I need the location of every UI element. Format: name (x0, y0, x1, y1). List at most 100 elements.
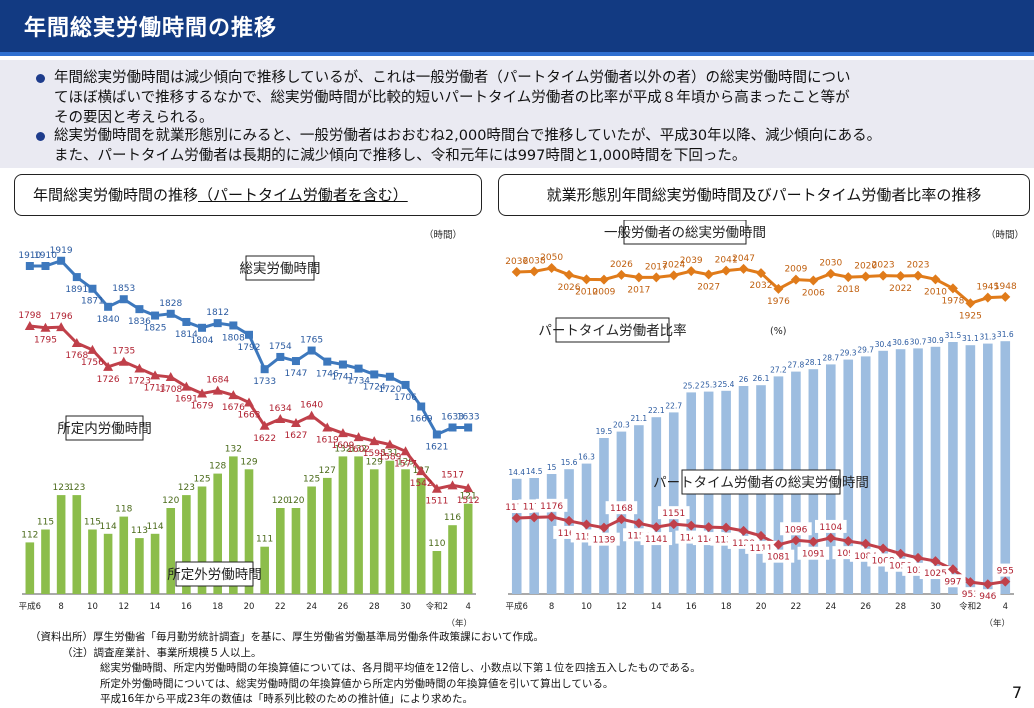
bar-value-label: 30.6 (892, 338, 909, 347)
chart-bar (291, 508, 301, 594)
point-value-label: 1151 (662, 509, 685, 519)
point-value-label: 1050 (889, 562, 912, 572)
bar-value-label: 29.3 (840, 349, 857, 358)
point-value-label: 1828 (159, 299, 182, 309)
x-tick-label: 16 (686, 602, 697, 612)
point-value-label: 1853 (112, 284, 135, 294)
point-value-label: 1627 (285, 431, 308, 441)
point-value-label: 1747 (285, 369, 308, 379)
chart-bar (895, 349, 906, 594)
footer-note-2: 総実労働時間、所定内労働時間の年換算値については、各月間平均値を12倍し、小数点… (100, 662, 701, 674)
left-chart-title-sub: （パートタイム労働者を含む） (198, 186, 408, 204)
series-point (337, 428, 348, 438)
bar-value-label: 15 (547, 463, 557, 472)
series-point (982, 579, 993, 590)
chart-bar (150, 533, 160, 594)
chart-bar (401, 469, 410, 594)
series-point (913, 270, 924, 281)
series-point (25, 262, 34, 270)
x-tick-label: 20 (756, 602, 767, 612)
point-value-label: 1910 (18, 251, 41, 261)
series-point (529, 266, 540, 277)
x-tick-label: 26 (860, 602, 871, 612)
point-value-label: 1602 (347, 445, 370, 455)
series-point (511, 267, 522, 277)
point-value-label: 1792 (238, 343, 261, 353)
point-value-label: 1708 (159, 385, 182, 395)
bar-value-label: 129 (397, 457, 414, 467)
x-tick-label: 24 (306, 602, 317, 612)
chart-bar (276, 508, 285, 594)
series-point (276, 352, 285, 361)
bar-value-label: 131 (381, 449, 398, 459)
series-point (275, 413, 286, 423)
chart-bar (913, 348, 923, 594)
series-point (982, 292, 993, 303)
bar-value-label: 116 (444, 513, 461, 523)
point-value-label: 1891 (65, 285, 88, 295)
chart-bar (41, 529, 50, 594)
series-point (306, 410, 317, 420)
point-value-label: 2010 (575, 287, 598, 297)
bar-value-label: 29.7 (857, 345, 874, 354)
series-point (581, 274, 592, 285)
x-tick-label: 4 (465, 602, 470, 612)
series-point (384, 439, 395, 449)
bar-value-label: 125 (193, 475, 210, 485)
series-point (913, 552, 924, 563)
point-value-label: 1706 (394, 393, 417, 403)
x-tick-label: 24 (825, 602, 836, 612)
point-value-label: 1512 (457, 496, 480, 506)
point-value-label: 1084 (854, 552, 877, 562)
footer-notes: （資料出所）厚生労働省「毎月勤労統計調査」を基に、厚生労働省労働基準局労働条件政… (30, 630, 701, 708)
bar-value-label: 123 (178, 483, 195, 493)
right-chart-title: 就業形態別年間総実労働時間及びパートタイム労働者比率の推移 (498, 174, 1030, 216)
series-point (843, 272, 854, 283)
point-value-label: 2032 (750, 281, 773, 291)
point-value-label: 1724 (363, 382, 386, 392)
left-chart-title-main: 年間総実労働時間の推移 (33, 186, 199, 204)
series-label-overtime-box (175, 561, 254, 587)
series-point (400, 446, 411, 456)
series-point (965, 298, 976, 309)
point-value-label: 1068 (872, 556, 895, 566)
point-value-label: 2039 (680, 256, 703, 266)
series-point (213, 319, 222, 328)
point-value-label: 2018 (837, 285, 860, 295)
point-value-label: 2024 (662, 260, 685, 270)
x-tick-label: 10 (87, 602, 98, 612)
point-value-label: 1025 (924, 569, 947, 579)
point-value-label: 1141 (697, 535, 720, 545)
bar-value-label: 25.3 (700, 381, 717, 390)
series-point (369, 436, 380, 446)
page-title: 年間総実労働時間の推移 (24, 16, 278, 41)
series-point (448, 423, 457, 432)
bar-value-label: 31.1 (962, 334, 979, 343)
series-point (738, 525, 749, 536)
series-point (686, 266, 697, 277)
chart-bar (860, 356, 871, 594)
series-label-part-ratio: パートタイム労働者比率 (538, 322, 686, 339)
series-point (212, 385, 223, 395)
bar-value-label: 121 (460, 492, 477, 502)
series-point (181, 381, 192, 391)
bar-value-label: 21.1 (631, 414, 648, 423)
point-value-label: 1141 (645, 535, 668, 545)
bar-value-label: 132 (350, 444, 367, 454)
bar-value-label: 26 (739, 375, 749, 384)
series-point (291, 357, 300, 366)
series-point (668, 519, 679, 530)
point-value-label: 1825 (144, 324, 167, 334)
x-tick-label: 28 (895, 602, 906, 612)
point-value-label: 1726 (97, 375, 120, 385)
chart-bar (529, 478, 539, 594)
point-value-label: 1609 (331, 441, 354, 451)
x-tick-label: 26 (338, 602, 349, 612)
footer-note-3: 所定外労働時間については、総実労働時間の年換算値から所定内労働時間の年換算値を引… (100, 677, 614, 690)
point-value-label: 1741 (331, 373, 354, 383)
bar-value-label: 123 (68, 483, 85, 493)
bar-value-label: 113 (131, 526, 148, 536)
x-tick-label: 22 (275, 602, 286, 612)
point-value-label: 2017 (627, 285, 650, 295)
x-tick-label: 12 (616, 602, 627, 612)
